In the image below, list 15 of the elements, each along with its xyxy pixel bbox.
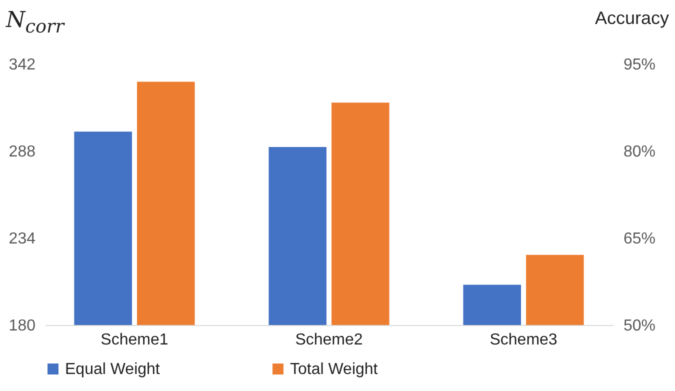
y2-tick-label: 65% (624, 230, 656, 248)
y-tick-label: 288 (8, 144, 36, 160)
x-tick-label: Scheme2 (295, 332, 363, 348)
y-tick-label: 180 (8, 318, 36, 334)
y-tick-label: 342 (8, 56, 36, 74)
y2-tick-label: 80% (624, 144, 656, 160)
y-axis-title: N$_{corr}$ (6, 8, 64, 38)
legend-label: Total Weight (290, 361, 378, 378)
y2-axis-title: Accuracy (594, 8, 669, 29)
x-tick-label: Scheme1 (100, 332, 168, 348)
x-tick-label: Scheme3 (490, 332, 558, 348)
y2-tick-label: 50% (624, 318, 656, 334)
legend-label: Equal Weight (65, 361, 160, 378)
y-tick-label: 234 (8, 230, 36, 248)
y2-tick-label: 95% (624, 56, 656, 74)
